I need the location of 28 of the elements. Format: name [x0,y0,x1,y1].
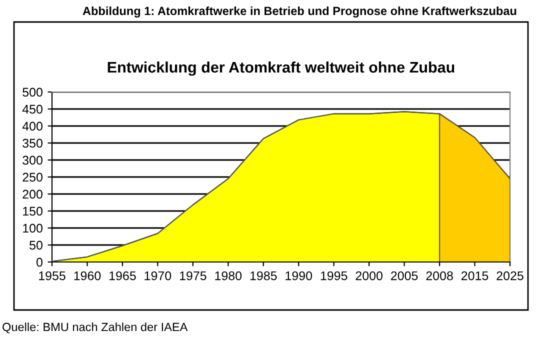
x-tick-label: 1980 [215,271,242,280]
y-tick-label: 50 [30,240,42,250]
y-tick-label: 0 [36,258,42,267]
x-tick-label: 1965 [110,271,136,280]
x-tick-label: 1960 [74,271,101,280]
x-tick-label: 1985 [250,271,277,280]
y-tick-label: 300 [22,156,42,165]
x-tick-label: 1990 [286,271,312,280]
source-note: Quelle: BMU nach Zahlen der IAEA [2,322,188,334]
y-tick-label: 350 [22,138,42,148]
y-tick-label: 250 [22,172,42,182]
chart-subtitle: Abbildung 1: Atomkraftwerke in Betrieb und Prognose ohne Kraftwerkszubau [82,6,516,18]
chart-title: Entwicklung der Atomkraft weltweit ohne Zubau [108,61,454,76]
y-tick-label: 200 [22,190,42,199]
x-tick-label: 2005 [391,271,418,280]
x-tick-label: 1975 [180,271,206,280]
y-tick-label: 450 [22,104,42,114]
x-tick-label: 2008 [426,271,453,280]
x-tick-label: 1955 [39,271,66,280]
y-tick-label: 100 [23,224,42,233]
x-tick-label: 1995 [320,271,348,280]
x-tick-label: 2015 [461,271,488,280]
y-tick-label: 150 [23,206,42,216]
x-tick-label: 1970 [144,271,172,280]
x-tick-label: 2000 [356,271,382,280]
x-tick-label: 2025 [496,271,524,280]
y-tick-label: 400 [22,122,42,131]
y-tick-label: 500 [22,88,42,97]
